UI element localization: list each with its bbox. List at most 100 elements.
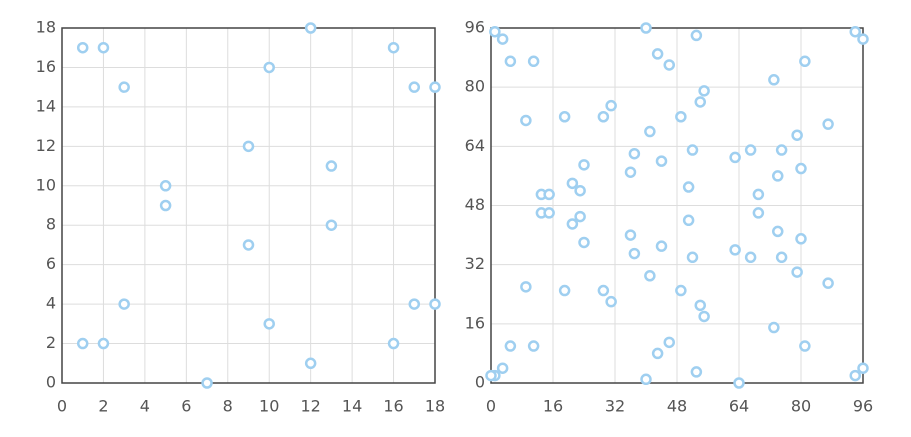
point [97, 337, 110, 350]
point [768, 74, 780, 86]
point [429, 81, 441, 93]
y-tick-label: 6 [46, 254, 56, 273]
plot-frame [61, 27, 436, 384]
point [242, 239, 255, 251]
point [791, 266, 803, 278]
point [857, 362, 869, 374]
x-tick-label: 10 [259, 397, 279, 416]
point [686, 144, 699, 156]
x-tick-label: 48 [667, 397, 687, 416]
point [408, 298, 421, 310]
point [97, 41, 110, 54]
point [118, 298, 130, 310]
point [118, 81, 130, 93]
point [605, 295, 617, 308]
point [775, 251, 788, 264]
point [597, 284, 610, 297]
point [304, 357, 317, 370]
point [520, 114, 532, 127]
point [682, 181, 695, 193]
point [496, 33, 509, 45]
y-tick-label: 14 [36, 96, 56, 115]
point [690, 366, 703, 378]
point [624, 229, 637, 241]
point [325, 219, 338, 231]
point [822, 118, 834, 130]
y-tick-label: 8 [46, 215, 56, 234]
point [201, 377, 213, 389]
point [543, 188, 555, 201]
point [663, 59, 675, 71]
point [242, 140, 255, 153]
y-tick-label: 64 [465, 136, 485, 155]
x-tick-label: 4 [140, 397, 150, 416]
x-tick-label: 0 [486, 397, 496, 416]
x-tick-label: 0 [57, 397, 67, 416]
point [485, 369, 497, 382]
point [640, 22, 652, 34]
y-tick-label: 18 [36, 18, 56, 37]
point [489, 25, 501, 38]
point [644, 125, 656, 138]
y-tick-label: 80 [465, 77, 485, 96]
point [566, 218, 579, 230]
point [744, 144, 757, 156]
point [655, 155, 668, 167]
point [795, 233, 807, 245]
point [566, 177, 579, 190]
point [799, 340, 811, 352]
point [325, 160, 338, 172]
point [578, 159, 590, 171]
point [558, 284, 571, 297]
point [729, 244, 741, 256]
y-tick-label: 32 [465, 254, 485, 273]
point [76, 41, 89, 54]
point [822, 277, 834, 289]
y-tick-label: 2 [46, 333, 56, 352]
x-tick-label: 2 [98, 397, 108, 416]
point [504, 340, 517, 352]
point [663, 336, 675, 349]
point [752, 207, 765, 219]
point [387, 41, 400, 54]
point [857, 33, 869, 45]
y-tick-label: 16 [465, 313, 485, 332]
point [605, 99, 617, 112]
point [578, 236, 590, 249]
x-tick-label: 18 [425, 397, 445, 416]
x-tick-label: 12 [300, 397, 320, 416]
point [520, 281, 532, 293]
point [76, 337, 89, 350]
point [698, 310, 710, 323]
point [686, 251, 699, 264]
point [159, 180, 172, 192]
point [729, 151, 741, 164]
y-tick-label: 0 [46, 373, 56, 392]
point [527, 55, 540, 68]
x-tick-label: 80 [791, 397, 811, 416]
point [768, 321, 780, 334]
point [644, 270, 656, 282]
point [574, 210, 586, 223]
x-tick-label: 14 [342, 397, 362, 416]
point [682, 214, 695, 227]
y-tick-label: 48 [465, 195, 485, 214]
point [694, 299, 706, 312]
point [772, 170, 784, 182]
point [849, 25, 861, 38]
point [628, 247, 641, 260]
point [543, 207, 555, 219]
point [651, 48, 664, 60]
x-tick-label: 8 [223, 397, 233, 416]
x-tick-label: 16 [383, 397, 403, 416]
point [698, 85, 710, 97]
point [791, 129, 803, 141]
x-tick-label: 16 [543, 397, 563, 416]
point [651, 347, 664, 360]
x-tick-label: 6 [181, 397, 191, 416]
x-tick-label: 32 [605, 397, 625, 416]
y-tick-label: 0 [475, 373, 485, 392]
point [795, 162, 807, 175]
point [744, 251, 757, 264]
